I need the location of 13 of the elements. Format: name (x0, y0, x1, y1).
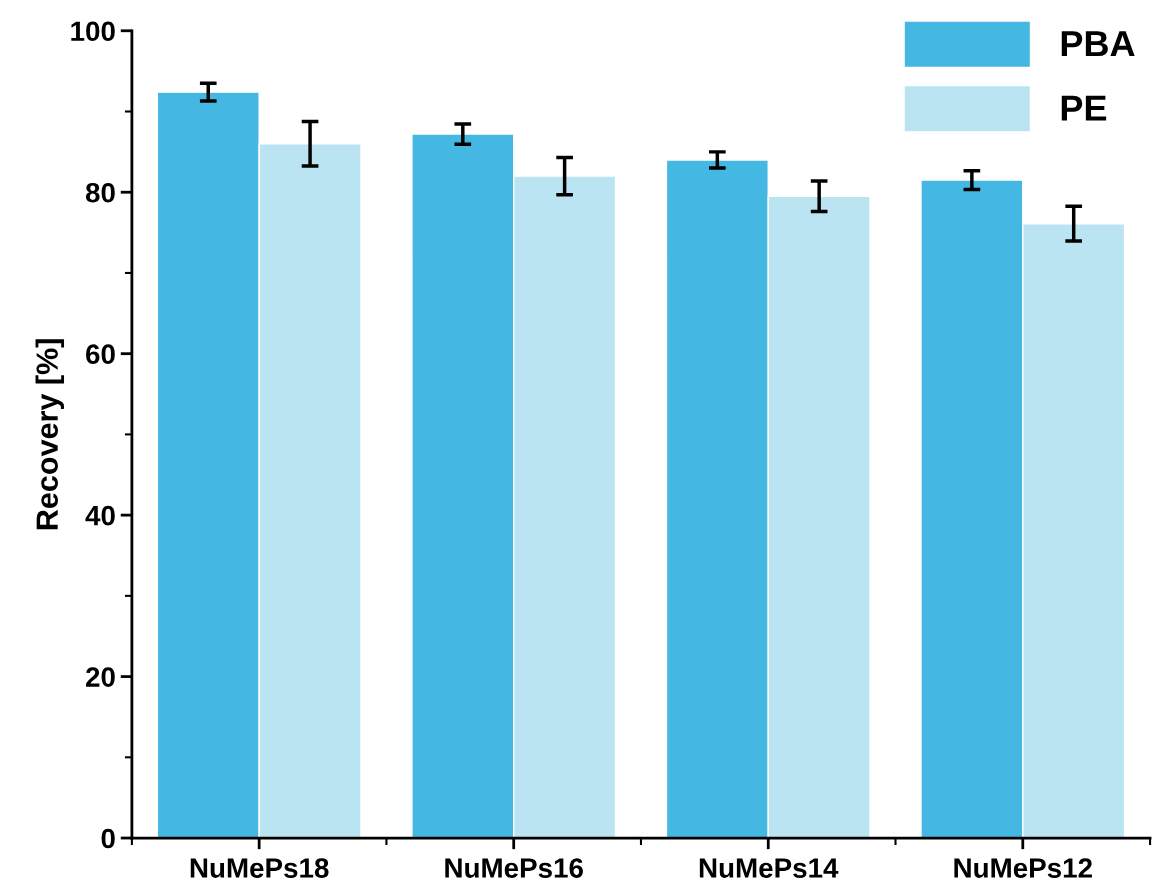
y-tick-label: 80 (85, 182, 115, 203)
y-tick-label: 0 (101, 828, 115, 849)
y-axis-title: Recovery [%] (35, 339, 65, 530)
x-tick-label: NuMePs14 (699, 858, 839, 878)
x-tick-label: NuMePs16 (445, 858, 583, 878)
legend-label: PE (1061, 95, 1107, 121)
y-tick-label: 40 (85, 505, 115, 526)
x-tick-label: NuMePs18 (190, 858, 329, 878)
y-tick-label: 60 (86, 344, 115, 365)
x-tick-label: NuMePs12 (954, 858, 1092, 878)
y-tick-label: 100 (71, 21, 115, 42)
legend-label: PBA (1061, 31, 1135, 57)
y-tick-label: 20 (86, 667, 115, 687)
